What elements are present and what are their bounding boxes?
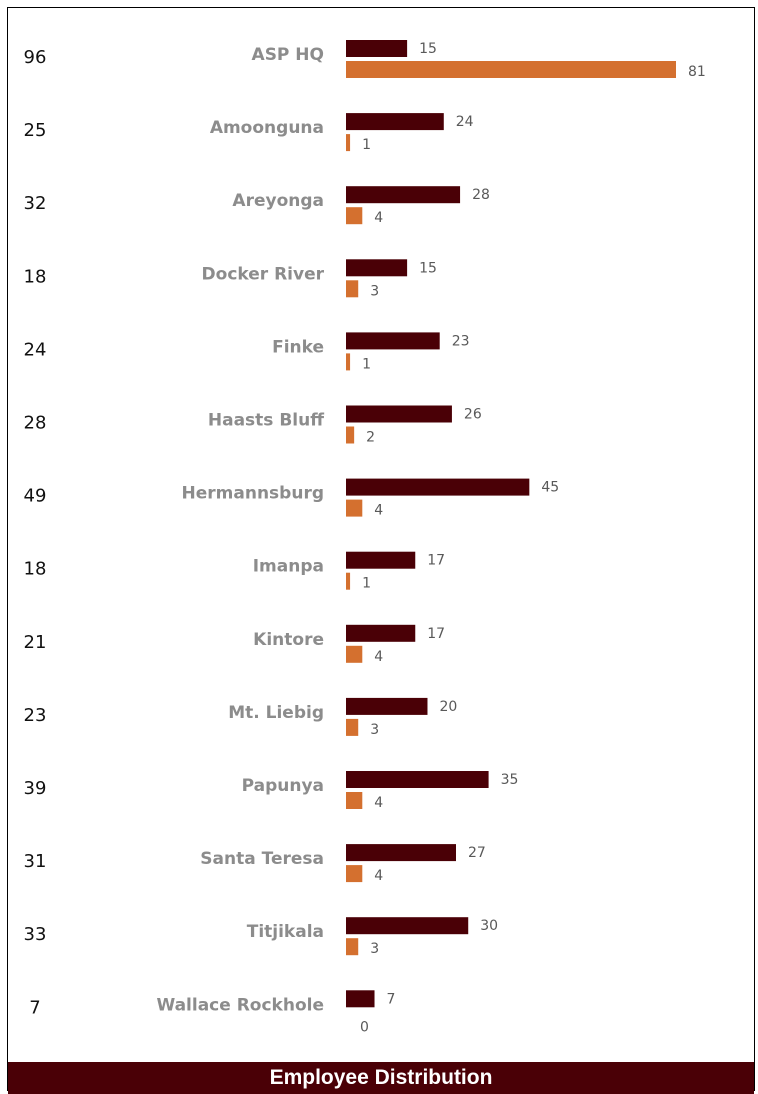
bar-series1-finke <box>346 332 440 350</box>
value-label-series1-amoonguna: 24 <box>456 114 474 130</box>
bar-series2-asp-hq <box>346 61 676 78</box>
bar-series1-mt-liebig <box>346 697 428 715</box>
chart-frame <box>7 7 755 1091</box>
bar-series1-wallace-rockhole <box>346 990 375 1008</box>
bar-series2-santa-teresa <box>346 865 363 883</box>
bar-series1-santa-teresa <box>346 844 456 862</box>
value-label-series1-papunya: 35 <box>501 772 519 788</box>
bar-series2-imanpa <box>346 572 351 590</box>
category-label-mt-liebig: Mt. Liebig <box>228 703 324 723</box>
category-label-haasts-bluff: Haasts Bluff <box>208 411 324 431</box>
value-label-series2-docker-river: 3 <box>370 283 379 299</box>
total-label-mt-liebig: 23 <box>24 705 47 726</box>
value-label-series1-imanpa: 17 <box>427 553 445 569</box>
total-label-wallace-rockhole: 7 <box>29 997 40 1018</box>
value-label-series1-hermannsburg: 45 <box>541 480 559 496</box>
bar-series1-areyonga <box>346 186 461 204</box>
bar-series1-haasts-bluff <box>346 405 452 423</box>
total-label-amoonguna: 25 <box>24 120 47 141</box>
value-label-series2-hermannsburg: 4 <box>374 503 383 519</box>
bar-series1-papunya <box>346 771 489 788</box>
category-label-finke: Finke <box>272 337 324 357</box>
value-label-series2-amoonguna: 1 <box>362 137 371 153</box>
value-label-series1-asp-hq: 15 <box>419 41 437 57</box>
value-label-series1-titjikala: 30 <box>480 918 498 934</box>
value-label-series2-papunya: 4 <box>374 795 383 811</box>
total-label-asp-hq: 96 <box>24 47 47 68</box>
total-label-docker-river: 18 <box>24 266 47 287</box>
total-label-imanpa: 18 <box>24 559 47 580</box>
bar-series2-mt-liebig <box>346 718 359 736</box>
bar-series1-asp-hq <box>346 40 408 57</box>
value-label-series1-areyonga: 28 <box>472 187 490 203</box>
total-label-areyonga: 32 <box>24 193 47 214</box>
value-label-series2-finke: 1 <box>362 356 371 372</box>
bar-series2-areyonga <box>346 207 363 225</box>
category-label-amoonguna: Amoonguna <box>210 118 324 138</box>
bar-series1-titjikala <box>346 917 469 935</box>
total-label-finke: 24 <box>24 339 47 360</box>
bar-series2-titjikala <box>346 938 359 956</box>
value-label-series2-titjikala: 3 <box>370 941 379 957</box>
total-label-kintore: 21 <box>24 632 47 653</box>
value-label-series2-wallace-rockhole: 0 <box>360 1019 369 1035</box>
bar-series2-finke <box>346 353 351 371</box>
bar-series1-hermannsburg <box>346 478 530 496</box>
value-label-series2-kintore: 4 <box>374 649 383 665</box>
bar-series2-papunya <box>346 792 363 809</box>
value-label-series1-santa-teresa: 27 <box>468 845 486 861</box>
category-label-kintore: Kintore <box>253 630 324 650</box>
value-label-series2-santa-teresa: 4 <box>374 868 383 884</box>
bar-series2-haasts-bluff <box>346 426 355 444</box>
category-label-imanpa: Imanpa <box>253 557 324 577</box>
category-label-wallace-rockhole: Wallace Rockhole <box>156 995 324 1015</box>
value-label-series1-finke: 23 <box>452 333 470 349</box>
category-label-titjikala: Titjikala <box>247 922 324 942</box>
bar-series1-docker-river <box>346 259 408 277</box>
total-label-haasts-bluff: 28 <box>24 413 47 434</box>
category-label-papunya: Papunya <box>242 776 324 796</box>
bar-series2-kintore <box>346 645 363 663</box>
bar-series1-kintore <box>346 624 416 642</box>
bar-series1-imanpa <box>346 551 416 569</box>
value-label-series2-asp-hq: 81 <box>688 64 706 80</box>
value-label-series2-imanpa: 1 <box>362 576 371 592</box>
total-label-santa-teresa: 31 <box>24 851 47 872</box>
chart-title-banner: Employee Distribution <box>8 1062 754 1094</box>
value-label-series1-haasts-bluff: 26 <box>464 407 482 423</box>
category-label-asp-hq: ASP HQ <box>252 45 324 65</box>
total-label-titjikala: 33 <box>24 924 47 945</box>
total-label-hermannsburg: 49 <box>24 486 47 507</box>
category-label-docker-river: Docker River <box>202 264 325 284</box>
value-label-series2-mt-liebig: 3 <box>370 722 379 738</box>
category-label-areyonga: Areyonga <box>232 191 324 211</box>
value-label-series1-docker-river: 15 <box>419 260 437 276</box>
category-label-santa-teresa: Santa Teresa <box>200 849 324 869</box>
value-label-series1-wallace-rockhole: 7 <box>387 991 396 1007</box>
bar-series2-amoonguna <box>346 134 351 152</box>
bar-series1-amoonguna <box>346 113 444 131</box>
category-label-hermannsburg: Hermannsburg <box>182 484 324 504</box>
value-label-series1-kintore: 17 <box>427 626 445 642</box>
value-label-series1-mt-liebig: 20 <box>439 699 457 715</box>
bar-series2-docker-river <box>346 280 359 298</box>
total-label-papunya: 39 <box>24 778 47 799</box>
value-label-series2-haasts-bluff: 2 <box>366 430 375 446</box>
bar-series2-hermannsburg <box>346 499 363 517</box>
value-label-series2-areyonga: 4 <box>374 210 383 226</box>
